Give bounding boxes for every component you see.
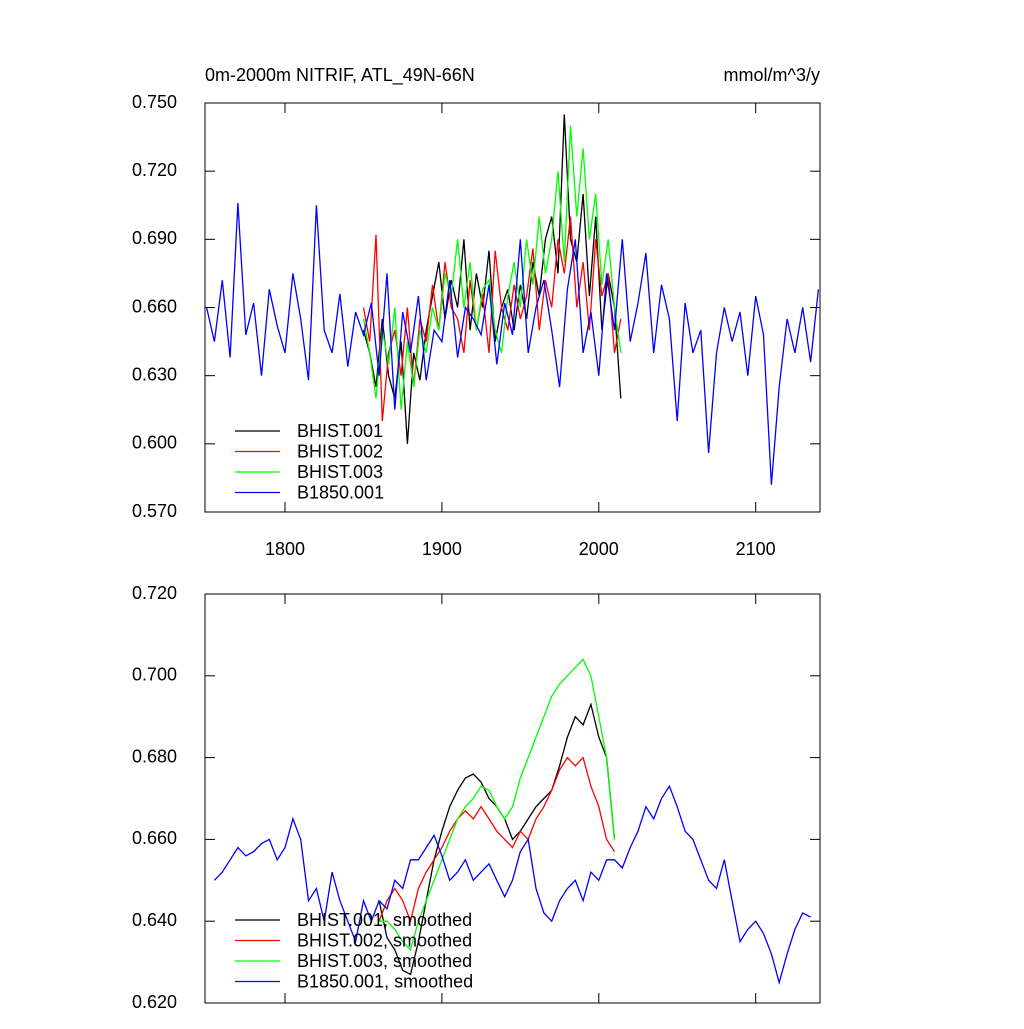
legend-label: BHIST.001 (297, 421, 383, 441)
x-tick-label: 2100 (736, 539, 776, 559)
y-tick-label: 0.720 (132, 583, 177, 603)
y-tick-label: 0.630 (132, 364, 177, 384)
chart-title: 0m-2000m NITRIF, ATL_49N-66N (205, 65, 475, 86)
y-tick-label: 0.620 (132, 992, 177, 1012)
legend-label: BHIST.001, smoothed (297, 910, 472, 930)
legend-label: BHIST.003, smoothed (297, 951, 472, 971)
legend-label: BHIST.003 (297, 462, 383, 482)
y-tick-label: 0.640 (132, 910, 177, 930)
y-tick-label: 0.600 (132, 433, 177, 453)
plot-frame (204, 102, 821, 513)
legend-label: B1850.001, smoothed (297, 971, 473, 991)
x-tick-label: 2000 (579, 539, 619, 559)
x-tick-label: 1800 (265, 539, 305, 559)
y-tick-label: 0.660 (132, 296, 177, 316)
data-line (378, 756, 616, 924)
units-label: mmol/m^3/y (724, 65, 820, 85)
data-line (205, 202, 820, 485)
y-tick-label: 0.570 (132, 501, 177, 521)
y-tick-label: 0.750 (132, 92, 177, 112)
y-tick-label: 0.700 (132, 665, 177, 685)
y-tick-label: 0.660 (132, 828, 177, 848)
x-tick-label: 1900 (422, 539, 462, 559)
y-tick-label: 0.720 (132, 160, 177, 180)
data-line (362, 125, 622, 410)
plot-frame (204, 593, 821, 1004)
legend-label: BHIST.002 (297, 441, 383, 461)
y-tick-label: 0.690 (132, 228, 177, 248)
legend-label: BHIST.002, smoothed (297, 930, 472, 950)
legend-label: B1850.001 (297, 482, 384, 502)
y-tick-label: 0.680 (132, 746, 177, 766)
data-line (213, 784, 811, 985)
data-line (379, 658, 616, 952)
